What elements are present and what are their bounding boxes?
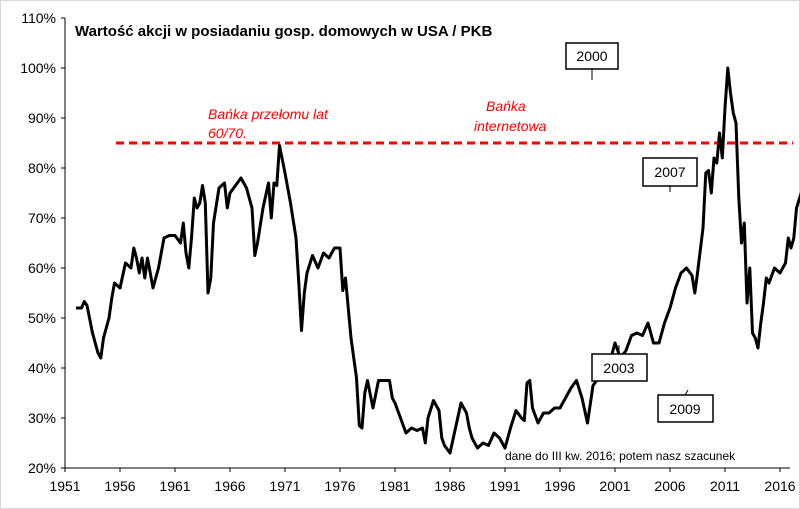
y-tick-label: 70% (28, 210, 56, 226)
x-tick-label: 1981 (379, 478, 410, 494)
callout-2007: 2007 (642, 157, 698, 192)
chart-title: Wartość akcji w posiadaniu gosp. domowyc… (75, 23, 492, 40)
x-tick-label: 2011 (710, 478, 740, 494)
bubble-6070-line2: 60/70. (208, 125, 247, 141)
x-tick-label: 2006 (654, 478, 685, 494)
y-tick-label: 110% (21, 10, 56, 26)
y-tick-label: 100% (20, 60, 56, 76)
svg-text:2009: 2009 (669, 401, 700, 417)
bubble-6070-line1: Bańka przełomu lat (208, 106, 329, 122)
x-tick-label: 1956 (104, 478, 135, 494)
y-tick-label: 80% (28, 160, 56, 176)
y-tick-label: 20% (28, 460, 56, 476)
x-tick-label: 1951 (49, 478, 80, 494)
y-tick-label: 50% (28, 310, 56, 326)
footnote: dane do III kw. 2016; potem nasz szacune… (505, 449, 736, 463)
y-tick-label: 30% (28, 410, 56, 426)
callout-2003: 2003 (591, 345, 648, 382)
series-line (76, 66, 800, 455)
svg-text:2000: 2000 (576, 48, 607, 64)
y-tick-label: 40% (28, 360, 56, 376)
callout-2009: 2009 (657, 389, 714, 423)
bubble-internet-line1: Bańka (486, 98, 526, 114)
x-tick-label: 1996 (544, 478, 575, 494)
x-tick-label: 2016 (764, 478, 795, 494)
x-tick-label: 1991 (489, 478, 520, 494)
x-tick-label: 1986 (434, 478, 465, 494)
x-tick-label: 2001 (599, 478, 630, 494)
y-axis-ticks: 20% 30% 40% 50% 60% 70% 80% 90% 100% 110% (20, 10, 65, 476)
x-tick-label: 1976 (324, 478, 355, 494)
callout-2000: 2000 (565, 42, 619, 80)
bubble-internet-line2: internetowa (474, 118, 547, 134)
x-axis-ticks: 1951 1956 1961 1966 1971 1976 1981 1986 1991 1996… (49, 468, 796, 494)
y-tick-label: 60% (28, 260, 56, 276)
y-tick-label: 90% (28, 110, 56, 126)
x-tick-label: 1971 (269, 478, 300, 494)
x-tick-label: 1966 (214, 478, 245, 494)
x-tick-label: 1961 (159, 478, 190, 494)
svg-text:2007: 2007 (654, 164, 685, 180)
svg-text:2003: 2003 (603, 360, 634, 376)
